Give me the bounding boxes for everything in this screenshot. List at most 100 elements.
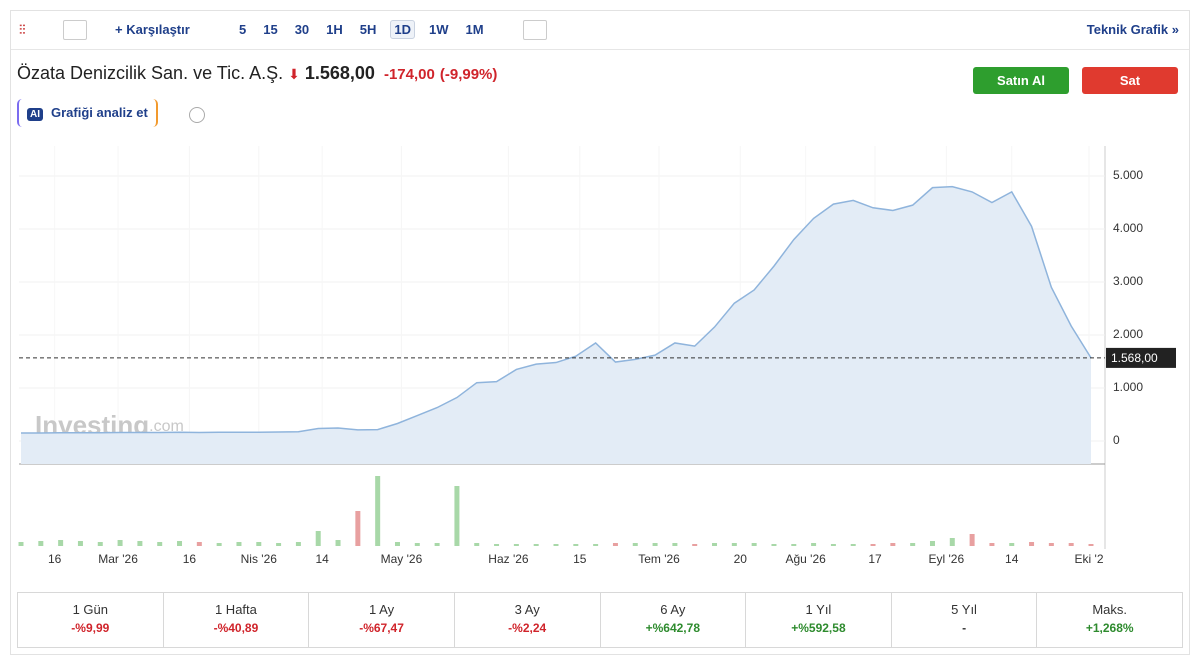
area [21,186,1091,464]
header: Özata Denizcilik San. ve Tic. A.Ş. ⬇ 1.5… [17,63,497,84]
interval[interactable]: 5 [239,22,247,37]
table-icon[interactable] [523,20,547,40]
perf-change: -%67,47 [359,621,404,635]
perf-change: -%9,99 [71,621,110,635]
info-icon[interactable] [189,107,205,123]
volume-bar [454,486,460,546]
volume-bar [870,544,876,546]
toolbar: ⫶⫶ + Karşılaştır 5 15 30 1H 5H 1D 1W 1M Teknik … [11,11,1189,50]
x-tick-label: Eyl '26 [929,552,965,566]
technical-link[interactable]: Teknik Grafik » [1086,22,1179,37]
volume-bar [850,544,856,546]
perf-period: 5 Yıl [951,602,977,617]
perf-period: 6 Ay [660,602,686,617]
interval[interactable]: 1H [326,22,343,37]
volume-bar [593,544,599,546]
price-line [21,185,1092,434]
interval[interactable]: 30 [294,22,310,37]
volume-bar [929,541,935,546]
y-tick-label: 4.000 [1113,221,1143,235]
compare[interactable]: + Karşılaştır [115,22,190,37]
volume-bar [652,543,658,546]
volume-bar [97,542,103,546]
volume-bar [236,542,242,546]
volume-bar [751,543,757,546]
x-tick-label: Ağu '26 [786,552,827,566]
line-icon[interactable] [63,20,87,40]
x-tick-label: Mar '26 [98,552,138,566]
volume-bar [731,543,737,546]
volume-bar [533,544,539,546]
perf-change: +1,268% [1085,621,1134,635]
perf-period: 1 Ay [369,602,395,617]
x-tick-label: Tem '26 [638,552,680,566]
volume-bar [177,541,183,546]
volume-bar [77,541,83,546]
volume-bar [612,543,618,546]
volume-bar [712,543,718,546]
volume-bar [1048,543,1054,546]
volume-bar [573,544,579,546]
x-tick-label: 20 [734,552,748,566]
perf-period: Maks. [1092,602,1128,617]
x-tick-label: 14 [316,552,330,566]
candle-icon[interactable]: ⫶⫶ [19,22,26,37]
intervals: 5 15 30 1H 5H 1D 1W 1M [236,20,498,39]
volume-bar [58,540,64,546]
volume-bar [830,544,836,546]
volume-bar [276,543,282,546]
volume-bar [513,544,519,546]
volume-bar [791,544,797,546]
volume-bar [157,542,163,546]
performance-table: 1 Gün -%9,99 1 Hafta -%40,89 1 Ay -%67,47 3 Ay… [17,592,1183,648]
volume-bar [1009,543,1015,546]
volume-bar [1088,544,1094,546]
analyze-button[interactable]: AI Grafiği analiz et [17,99,158,127]
perf-change: -%40,89 [213,621,259,635]
perf-cell: 1 Ay -%67,47 [309,593,455,647]
change-pct: (-9,99%) [439,66,498,83]
volume-bar [692,544,698,546]
x-tick-label: 14 [1005,552,1019,566]
volume-bar [811,543,817,546]
y-tick-label: 5.000 [1113,168,1143,182]
volume-bar [1029,542,1035,546]
volume-bar [315,531,321,546]
interval[interactable]: 1D [390,20,416,39]
volume-bar [949,538,955,546]
sell-button[interactable]: Sat [1082,67,1178,94]
interval[interactable]: 1M [465,22,484,37]
volume-bar [969,534,975,546]
volume-bar [117,540,123,546]
perf-cell: 5 Yıl - [892,593,1038,647]
perf-change: +%592,58 [791,621,846,635]
x-tick-label: 17 [868,552,882,566]
volume-bar [672,543,678,546]
volume-bar [394,542,400,546]
y-tick-label: 3.000 [1113,274,1143,288]
x-tick-label: Haz '26 [488,552,529,566]
volume-bar [771,544,777,546]
volume-bar [414,543,420,546]
last-price-box [1106,347,1176,368]
x-tick-label: May '26 [381,552,423,566]
perf-cell: 1 Hafta -%40,89 [164,593,310,647]
volume-bar [910,543,916,546]
volume-bar [989,543,995,546]
x-tick-label: Nis '26 [241,552,278,566]
volume-bar [137,541,143,546]
chart: 5.000 4.000 3.000 2.000 1.000 0 16 Mar '26 16 Nis… [18,146,1176,566]
watermark-suffix: .com [149,418,184,435]
x-tick-label: 16 [183,552,197,566]
volume-bar [553,544,559,546]
perf-change: - [962,621,967,635]
volume-bar [890,543,896,546]
interval[interactable]: 15 [263,22,278,37]
volume-bar [196,542,202,546]
interval[interactable]: 5H [359,22,377,37]
volume-bar [38,541,44,546]
x-tick-label: 16 [48,552,62,566]
perf-cell: Maks. +1,268% [1037,593,1182,647]
buy-button[interactable]: Satın Al [973,67,1069,94]
interval[interactable]: 1W [429,22,449,37]
